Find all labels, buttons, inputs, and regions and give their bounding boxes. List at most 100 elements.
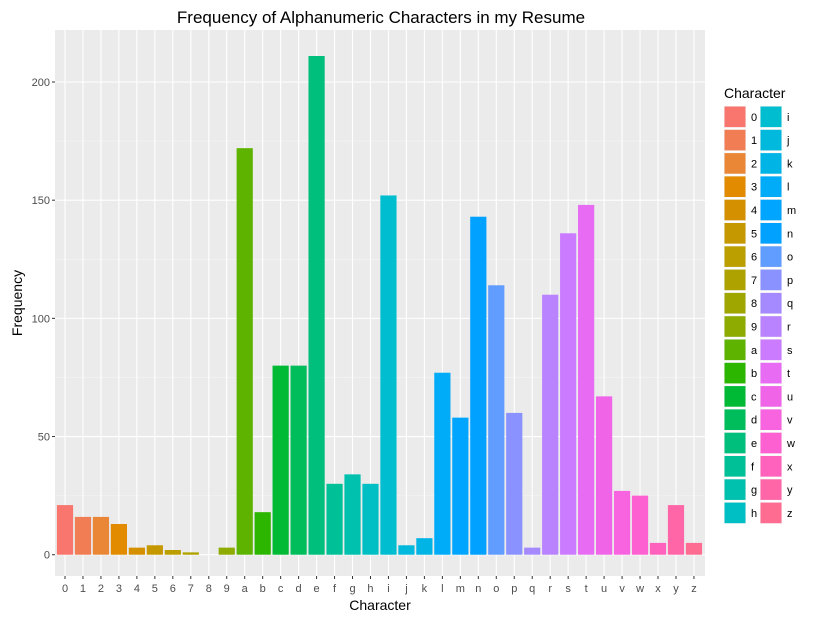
bar-s [560,233,577,555]
legend-label-n: n [787,228,793,240]
x-tick-label: 0 [62,583,68,595]
legend-swatch-m [760,199,782,221]
legend-label-1: 1 [751,135,757,147]
bar-j [398,545,415,555]
legend-label-6: 6 [751,252,757,264]
x-tick-label: y [673,583,679,595]
legend-label-2: 2 [751,158,757,170]
x-tick-label: v [619,583,625,595]
legend-label-8: 8 [751,298,757,310]
legend-swatch-w [760,432,782,454]
legend-label-f: f [751,461,755,473]
legend-label-z: z [787,508,793,520]
legend-swatch-c [724,386,746,407]
legend-swatch-4 [724,199,746,221]
y-tick-label: 0 [44,550,50,562]
bar-g [344,474,361,555]
legend-swatch-b [724,362,746,384]
x-tick-label: o [493,583,499,595]
legend-label-7: 7 [751,275,757,287]
x-tick-label: 2 [98,583,104,595]
y-axis-title: Frequency [9,270,25,336]
x-axis-title: Character [349,597,411,613]
legend-swatch-o [760,246,782,267]
bar-w [631,495,649,555]
bar-u [596,396,613,555]
legend-label-v: v [787,415,793,427]
legend-label-3: 3 [751,182,757,194]
bar-m [452,417,469,555]
bar-v [613,490,631,555]
x-tick-label: p [511,583,517,595]
bar-l [434,372,451,555]
legend-label-i: i [787,112,789,124]
legend-swatch-r [760,316,782,337]
bar-1 [74,516,92,555]
bar-5 [146,545,163,555]
x-tick-label: k [422,583,428,595]
legend-swatch-z [760,502,782,524]
x-tick-label: h [367,583,373,595]
legend-swatch-g [724,479,746,500]
x-tick-label: c [278,583,284,595]
bar-f [326,483,343,555]
x-tick-label: a [242,583,249,595]
bar-x [649,542,667,555]
legend-label-q: q [787,298,793,310]
legend-label-e: e [751,438,757,450]
legend-label-w: w [786,438,795,450]
legend-label-0: 0 [751,112,757,124]
y-axis-ticks: 0 50 100 150 200 [32,77,55,562]
legend-swatch-t [760,362,782,384]
x-tick-label: s [565,583,571,595]
legend-swatch-h [724,502,746,524]
bar-b [254,512,271,555]
x-tick-label: f [333,583,337,595]
x-tick-label: x [655,583,661,595]
legend-swatch-2 [724,153,746,174]
bar-k [416,538,433,555]
x-tick-label: r [548,583,552,595]
legend-label-l: l [787,182,789,194]
bar-o [488,285,505,555]
x-tick-label: t [585,583,588,595]
legend-swatch-1 [724,129,746,151]
legend-label-b: b [751,368,757,380]
x-tick-label: g [349,583,355,595]
bar-6 [164,550,181,555]
legend-swatch-q [760,292,782,314]
legend-label-j: j [786,135,789,147]
x-tick-label: q [529,583,535,595]
legend-swatch-0 [724,106,746,128]
legend-swatch-x [760,456,782,477]
legend-swatch-9 [724,316,746,337]
legend-label-r: r [787,322,791,334]
legend-swatch-l [760,176,782,197]
legend-swatch-e [724,432,746,454]
legend-label-p: p [787,275,793,287]
legend-swatch-s [760,339,782,361]
chart-title: Frequency of Alphanumeric Characters in … [177,8,585,27]
bar-z [685,542,703,555]
x-tick-label: 7 [188,583,194,595]
legend-swatch-a [724,339,746,361]
x-tick-label: 9 [224,583,230,595]
legend-label-h: h [751,508,757,520]
x-tick-label: i [387,583,389,595]
bar-t [578,204,595,555]
legend-title: Character [724,85,786,101]
legend-swatch-5 [724,223,746,244]
x-tick-label: j [404,583,407,595]
legend-swatch-y [760,479,782,500]
bar-r [542,294,559,555]
legend-swatch-8 [724,292,746,314]
bar-0 [56,505,74,555]
x-tick-label: b [260,583,266,595]
legend-label-g: g [751,485,757,497]
x-tick-label: 4 [134,583,140,595]
x-tick-label: 8 [206,583,212,595]
bar-d [290,365,307,555]
